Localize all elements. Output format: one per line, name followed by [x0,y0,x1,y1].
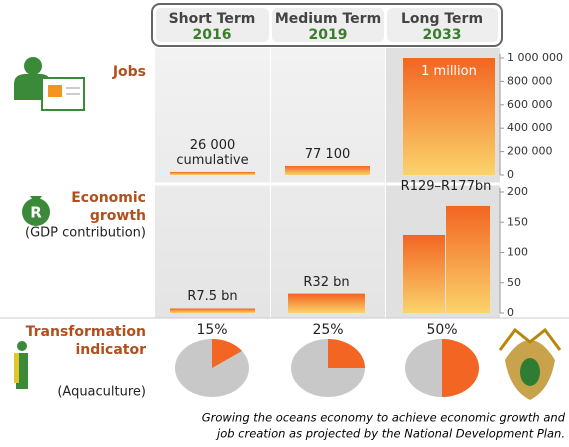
header-year: 2016 [193,27,232,43]
y-tick-label: 200 000 [507,145,553,158]
jobs-icon [14,57,85,111]
y-tick-label: 800 000 [507,74,553,87]
y-tick-label: 0 [507,168,514,181]
bar [403,234,445,313]
y-tick-label: 200 [507,185,528,198]
value-label: 26 000 cumulative [176,137,249,168]
y-tick-label: 50 [507,276,521,289]
value-label: R32 bn [303,274,350,290]
bar [170,308,255,313]
y-tick-label: 1 000 000 [507,51,563,64]
header-term: Short Term [169,11,256,27]
pie-slice [442,339,479,397]
value-label: 1 million [421,64,477,79]
bar [446,205,490,313]
section-subtitle: (GDP contribution) [25,226,146,241]
value-label: R129–R177bn [400,179,492,194]
value-label: 25% [312,322,343,338]
value-label: R7.5 bn [187,289,238,305]
svg-text:R: R [30,204,42,222]
value-label: 50% [426,322,457,338]
y-tick-label: 100 [507,246,528,259]
caption: Growing the oceans economy to achieve ec… [202,411,566,425]
bar [403,58,495,175]
section-title: Economic growth [71,190,146,224]
pie-slice [212,339,242,368]
header-term: Long Term [401,11,483,27]
bar [170,171,255,175]
header-cell [272,8,384,42]
section-subtitle: (Aquaculture) [57,385,146,400]
y-tick-label: 600 000 [507,98,553,111]
value-label: 77 100 [304,146,351,162]
bar [285,165,370,175]
caption: job creation as projected by the Nationa… [215,427,565,441]
section-title: Transformation indicator [26,324,146,358]
people-icon [14,341,28,389]
y-tick-label: 150 [507,215,528,228]
header-term: Medium Term [275,11,381,27]
header-year: 2033 [423,27,462,43]
coat-of-arms [498,327,562,400]
header-cell [387,8,498,42]
header-year: 2019 [309,27,348,43]
section-title: Jobs [112,64,146,80]
value-label: 15% [196,322,227,338]
y-tick-label: 0 [507,306,514,319]
pie-slice [328,339,365,368]
money-icon: R [22,196,50,226]
bar [288,293,365,313]
header-cell [156,8,269,42]
y-tick-label: 400 000 [507,121,553,134]
